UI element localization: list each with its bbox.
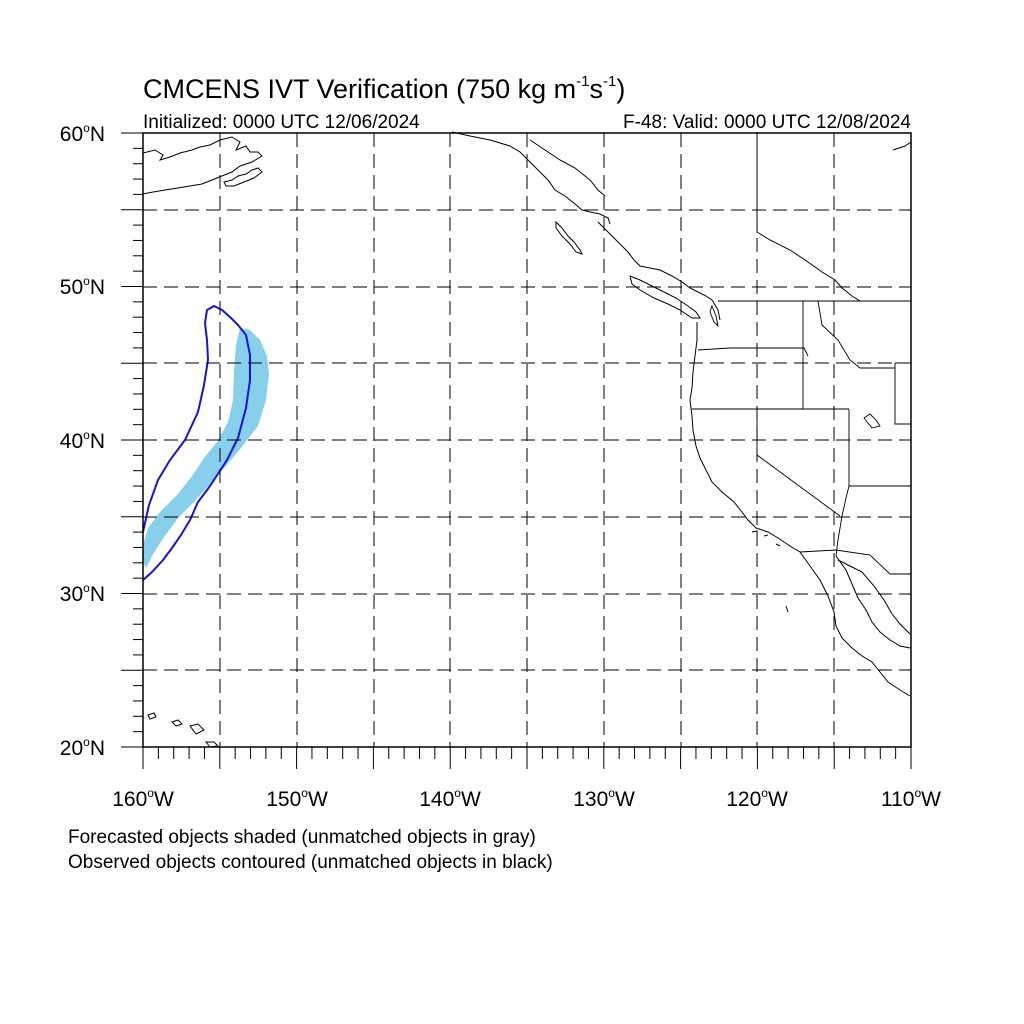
hawaii-kauai <box>147 712 157 720</box>
ut-az-border <box>835 485 850 557</box>
alaska-southeast-coast <box>451 131 611 225</box>
lat-label-30: 30oN <box>60 581 105 606</box>
id-mt-border <box>817 300 895 369</box>
us-mexico-border <box>799 549 911 575</box>
channel-islands <box>751 530 781 547</box>
latitude-labels: 60oN 50oN 40oN 30oN 20oN <box>60 121 105 760</box>
vancouver-island <box>629 275 701 319</box>
puget-sound <box>709 304 719 328</box>
forecast-object-shading <box>143 328 269 568</box>
hawaii-oahu <box>171 719 183 727</box>
lon-label-160: 160oW <box>112 786 174 811</box>
lon-label-120: 120oW <box>726 786 788 811</box>
alaska-panhandle <box>529 139 606 197</box>
hawaii-big-island <box>204 741 220 748</box>
canadian-province-line <box>756 132 861 302</box>
kodiak-island <box>223 167 263 187</box>
hawaii-maui <box>189 723 205 735</box>
map-frame <box>121 131 912 769</box>
graticule <box>143 133 911 747</box>
lon-label-130: 130oW <box>573 786 635 811</box>
lon-label-150: 150oW <box>266 786 328 811</box>
lat-label-60: 60oN <box>60 121 105 146</box>
nv-ut-border <box>848 409 911 487</box>
wy-border <box>894 362 911 425</box>
baja-gulf-side <box>835 555 911 649</box>
baja-california <box>799 551 911 697</box>
lat-label-40: 40oN <box>60 428 105 453</box>
valid-time-label: F-48: Valid: 0000 UTC 12/08/2024 <box>623 112 911 133</box>
mainland-mexico-coast <box>837 559 911 635</box>
init-time-label: Initialized: 0000 UTC 12/06/2024 <box>143 112 420 133</box>
lon-label-140: 140oW <box>419 786 481 811</box>
great-salt-lake <box>863 413 881 429</box>
haida-gwaii <box>555 220 583 255</box>
footnote-observed: Observed objects contoured (unmatched ob… <box>68 852 553 873</box>
lat-label-20: 20oN <box>60 735 105 760</box>
longitude-labels: 160oW 150oW 140oW 130oW 120oW 110oW <box>112 786 941 811</box>
hudson-coast-top-right <box>892 141 912 151</box>
wa-or-border <box>697 347 809 357</box>
coastlines <box>142 131 912 748</box>
lat-label-50: 50oN <box>60 274 105 299</box>
guadalupe-island <box>785 605 789 613</box>
tick-marks <box>121 132 912 769</box>
footnote-forecast: Forecasted objects shaded (unmatched obj… <box>68 827 536 848</box>
us-west-coast <box>689 322 801 553</box>
state-borders <box>692 300 911 575</box>
map-title: CMCENS IVT Verification (750 kg m-1s-1) <box>143 73 625 104</box>
alaska-coast <box>142 136 263 195</box>
bc-coast <box>597 221 721 321</box>
observed-object-contour <box>142 304 251 581</box>
lon-label-110: 110oW <box>881 786 941 811</box>
nv-ca-border <box>756 409 841 517</box>
